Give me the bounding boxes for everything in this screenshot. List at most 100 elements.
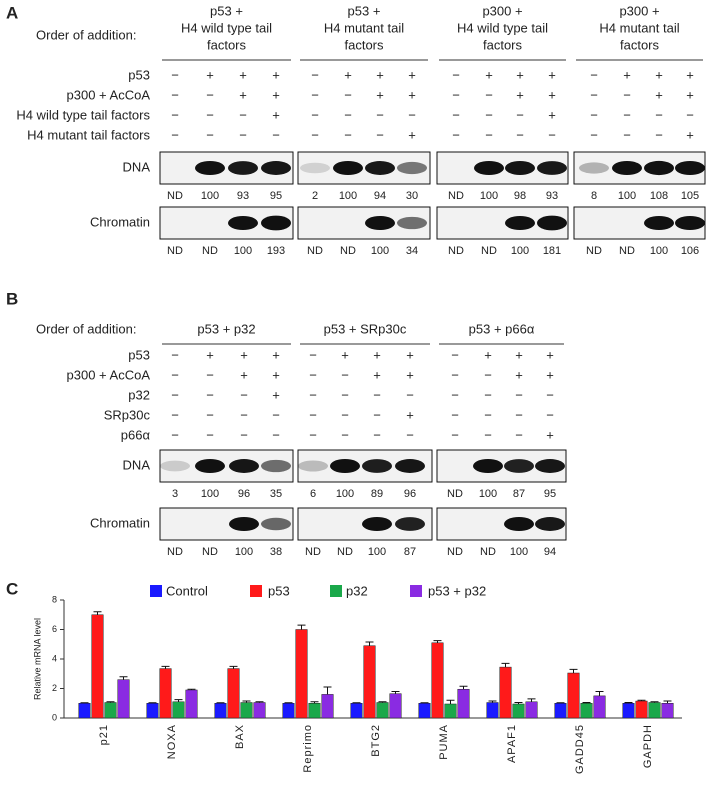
sign: + — [206, 67, 214, 82]
group-title: H4 mutant tail — [599, 20, 679, 35]
sign: − — [376, 107, 384, 122]
sign: − — [516, 107, 524, 122]
sign: − — [452, 67, 460, 82]
sign: − — [484, 387, 492, 402]
panel-label: B — [6, 289, 18, 308]
band-value: 193 — [267, 245, 285, 257]
error-bar — [255, 701, 264, 703]
row-label: p300 + AcCoA — [67, 367, 151, 382]
y-axis-label: Relative mRNA level — [32, 618, 42, 700]
band-value: ND — [448, 245, 464, 257]
sign: + — [686, 67, 694, 82]
blot-label: Chromatin — [90, 515, 150, 530]
blot-band — [395, 517, 425, 531]
band-value: 108 — [650, 190, 668, 202]
sign: + — [272, 347, 280, 362]
blot-band — [535, 459, 565, 473]
sign: − — [548, 127, 556, 142]
sign: + — [376, 87, 384, 102]
sign: − — [655, 127, 663, 142]
sign: − — [590, 87, 598, 102]
sign: − — [451, 427, 459, 442]
sign: − — [485, 127, 493, 142]
band-value: 105 — [681, 190, 699, 202]
sign: − — [171, 407, 179, 422]
error-bar — [582, 702, 591, 704]
sign: − — [309, 387, 317, 402]
error-bar — [624, 702, 633, 704]
sign: − — [655, 107, 663, 122]
sign: + — [240, 347, 248, 362]
sign: − — [206, 367, 214, 382]
bar — [499, 666, 512, 719]
sign: + — [406, 347, 414, 362]
sign: − — [623, 107, 631, 122]
x-tick-label: APAF1 — [506, 724, 518, 763]
bar — [554, 703, 567, 719]
sign: − — [206, 387, 214, 402]
order-label: Order of addition: — [36, 27, 136, 42]
error-bar — [446, 699, 455, 704]
sign: − — [623, 87, 631, 102]
legend-swatch — [410, 585, 422, 597]
sign: + — [515, 347, 523, 362]
bar — [376, 702, 389, 719]
error-bar — [310, 701, 319, 704]
blot-band — [675, 215, 705, 231]
x-tick-label: Reprimo — [302, 724, 314, 773]
bar — [282, 703, 295, 719]
y-tick-label: 6 — [52, 624, 57, 634]
error-bar — [174, 699, 183, 702]
bar — [214, 703, 227, 719]
legend-swatch — [330, 585, 342, 597]
blot-band — [261, 161, 291, 175]
sign: − — [546, 387, 554, 402]
band-value: 93 — [237, 190, 249, 202]
band-value: 98 — [514, 190, 526, 202]
blot-band — [229, 459, 259, 473]
blot-band — [298, 460, 328, 472]
error-bar — [229, 665, 238, 669]
blot-band — [505, 216, 535, 230]
sign: − — [309, 367, 317, 382]
blot-band — [228, 161, 258, 175]
bar — [418, 703, 431, 719]
sign: − — [373, 427, 381, 442]
sign: − — [452, 87, 460, 102]
sign: − — [406, 387, 414, 402]
bar — [146, 703, 159, 719]
sign: + — [686, 127, 694, 142]
band-value: ND — [340, 245, 356, 257]
sign: − — [686, 107, 694, 122]
band-value: 100 — [235, 546, 253, 558]
blot-band — [644, 216, 674, 230]
band-value: 100 — [618, 190, 636, 202]
error-bar — [106, 701, 115, 703]
legend-swatch — [250, 585, 262, 597]
sign: + — [515, 367, 523, 382]
error-bar — [93, 611, 102, 615]
bar — [159, 668, 172, 719]
bar — [321, 694, 334, 719]
sign: − — [240, 427, 248, 442]
sign: + — [272, 87, 280, 102]
blot-band — [504, 517, 534, 531]
sign: − — [406, 427, 414, 442]
band-value: ND — [305, 546, 321, 558]
band-value: 100 — [650, 245, 668, 257]
x-tick-label: p21 — [98, 724, 110, 745]
band-value: 38 — [270, 546, 282, 558]
sign: + — [373, 347, 381, 362]
sign: − — [341, 407, 349, 422]
y-tick-label: 2 — [52, 683, 57, 693]
group-title: H4 wild type tail — [181, 20, 272, 35]
group-title: factors — [344, 37, 384, 52]
error-bar — [527, 698, 536, 702]
band-value: ND — [447, 546, 463, 558]
blot-band — [397, 161, 427, 175]
band-value: 94 — [374, 190, 386, 202]
sign: + — [546, 367, 554, 382]
sign: − — [485, 107, 493, 122]
group-title: H4 mutant tail — [324, 20, 404, 35]
band-value: ND — [481, 245, 497, 257]
